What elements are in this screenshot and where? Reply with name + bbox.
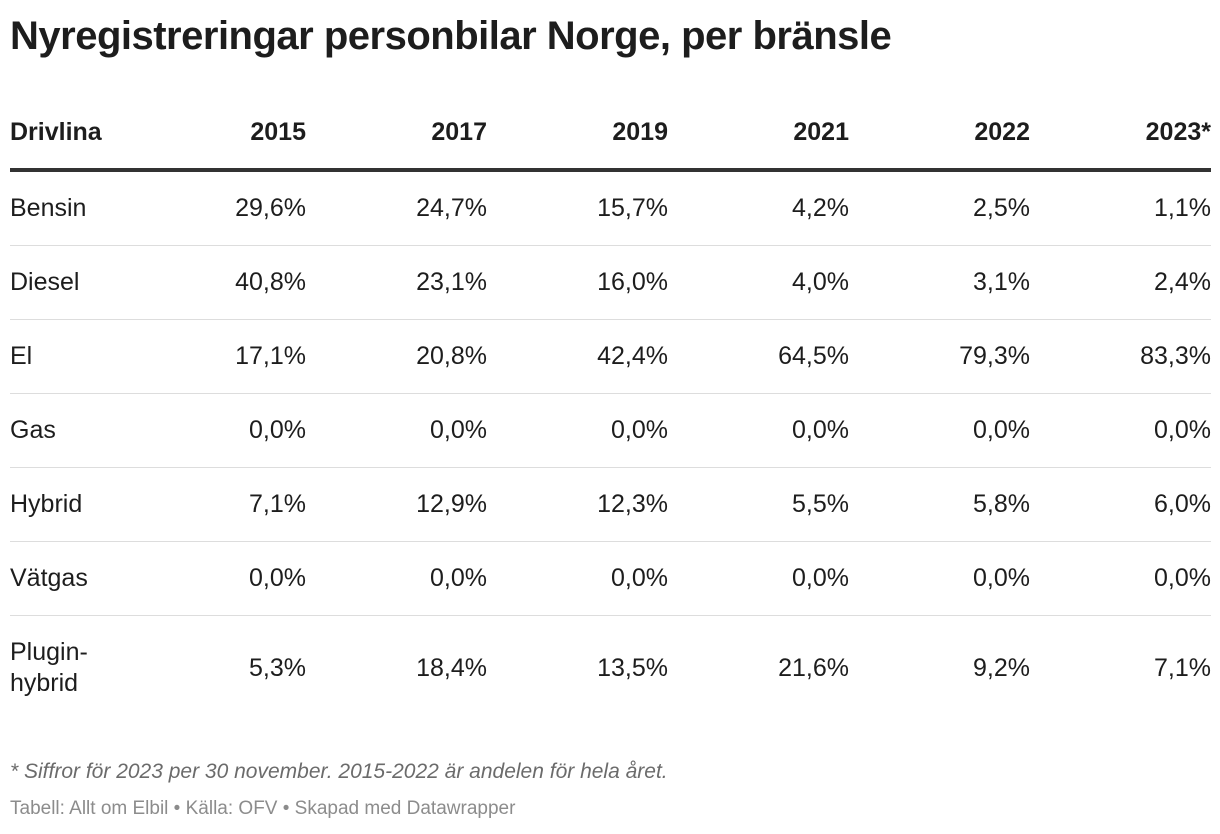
table-cell: 23,1%: [306, 245, 487, 320]
table-cell: 0,0%: [306, 393, 487, 468]
row-label: Hybrid: [10, 467, 125, 542]
table-cell: 6,0%: [1030, 467, 1211, 542]
source-credits: Tabell: Allt om Elbil • Källa: OFV • Ska…: [10, 798, 516, 819]
table-cell: 83,3%: [1030, 319, 1211, 394]
table-cell: 18,4%: [416, 653, 487, 682]
table-row: Bensin 29,6% 24,7% 15,7% 4,2% 2,5% 1,1%: [10, 170, 1211, 246]
table-cell: 42,4%: [487, 319, 668, 394]
table-cell: 40,8%: [125, 245, 306, 320]
table-cell: 0,0%: [849, 541, 1030, 616]
table-cell: 0,0%: [487, 541, 668, 616]
table-cell: 12,9%: [306, 467, 487, 542]
table-row: Plugin-hybrid 5,3% 18,4% 13,5% 21,6% 9,2…: [10, 616, 1211, 721]
table-cell: 7,1%: [125, 467, 306, 542]
column-header-2023: 2023*: [1030, 96, 1211, 172]
table-row: Diesel 40,8% 23,1% 16,0% 4,0% 3,1% 2,4%: [10, 245, 1211, 320]
table-cell: 0,0%: [1030, 541, 1211, 616]
table-cell: 4,2%: [668, 170, 849, 246]
table-cell: 64,5%: [668, 319, 849, 394]
table-row: Vätgas 0,0% 0,0% 0,0% 0,0% 0,0% 0,0%: [10, 541, 1211, 616]
table-cell: 0,0%: [487, 393, 668, 468]
table-cell: 1,1%: [1030, 170, 1211, 246]
column-header-2019: 2019: [487, 96, 668, 172]
footnote: * Siffror för 2023 per 30 november. 2015…: [10, 760, 668, 783]
table-cell: 7,1%: [1154, 653, 1211, 682]
table-cell: 24,7%: [306, 170, 487, 246]
table-cell: 4,0%: [668, 245, 849, 320]
table-cell: 13,5%: [597, 653, 668, 682]
table-cell: 20,8%: [306, 319, 487, 394]
table-cell: 79,3%: [849, 319, 1030, 394]
table-cell: 15,7%: [487, 170, 668, 246]
table-cell: 0,0%: [125, 393, 306, 468]
column-header-2022: 2022: [849, 96, 1030, 172]
table-cell: 5,3%: [249, 653, 306, 682]
column-header-drivlina: Drivlina: [10, 96, 125, 172]
row-label: Diesel: [10, 245, 125, 320]
table-cell: 5,8%: [849, 467, 1030, 542]
table-row: Hybrid 7,1% 12,9% 12,3% 5,5% 5,8% 6,0%: [10, 467, 1211, 542]
table-cell: 0,0%: [668, 393, 849, 468]
table-cell: 0,0%: [125, 541, 306, 616]
table-cell: 16,0%: [487, 245, 668, 320]
column-header-2021: 2021: [668, 96, 849, 172]
table-cell: 21,6%: [778, 653, 849, 682]
table-cell: 2,5%: [849, 170, 1030, 246]
table-cell: 0,0%: [306, 541, 487, 616]
table-cell: 0,0%: [1030, 393, 1211, 468]
table-row: El 17,1% 20,8% 42,4% 64,5% 79,3% 83,3%: [10, 319, 1211, 394]
data-table: Drivlina 2015 2017 2019 2021 2022 2023* …: [10, 96, 1211, 720]
table-cell: 2,4%: [1030, 245, 1211, 320]
row-label: Bensin: [10, 170, 125, 246]
row-label: Gas: [10, 393, 125, 468]
table-cell: 17,1%: [125, 319, 306, 394]
row-label: Plugin-hybrid: [10, 638, 88, 697]
table-cell: 12,3%: [487, 467, 668, 542]
row-label: Vätgas: [10, 541, 125, 616]
table-row: Gas 0,0% 0,0% 0,0% 0,0% 0,0% 0,0%: [10, 393, 1211, 468]
chart-title: Nyregistreringar personbilar Norge, per …: [10, 14, 892, 58]
table-cell: 29,6%: [125, 170, 306, 246]
table-cell: 3,1%: [849, 245, 1030, 320]
column-header-2017: 2017: [306, 96, 487, 172]
column-header-2015: 2015: [125, 96, 306, 172]
table-cell: 9,2%: [973, 653, 1030, 682]
table-cell: 0,0%: [849, 393, 1030, 468]
table-cell: 0,0%: [668, 541, 849, 616]
table-header-row: Drivlina 2015 2017 2019 2021 2022 2023*: [10, 96, 1211, 172]
row-label: El: [10, 319, 125, 394]
table-cell: 5,5%: [668, 467, 849, 542]
